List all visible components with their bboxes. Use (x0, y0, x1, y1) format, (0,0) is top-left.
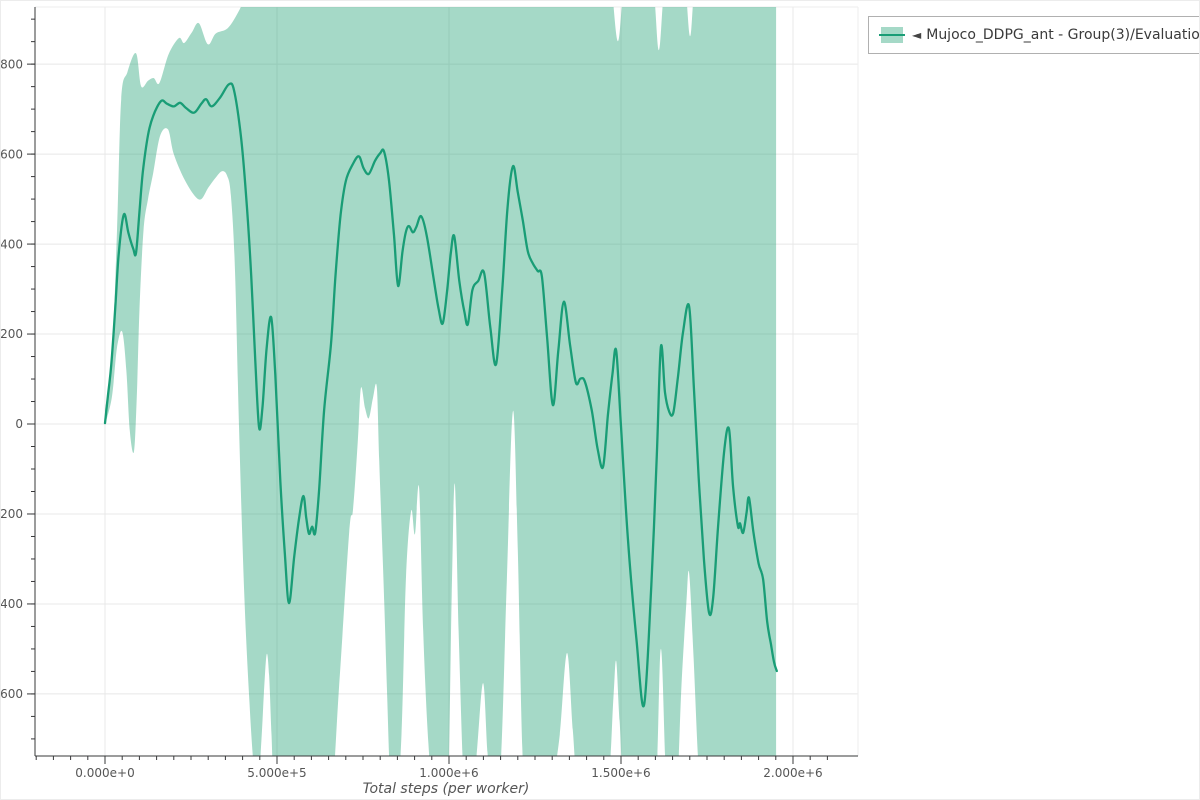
series-evaluation-reward (103, 7, 778, 756)
legend-collapse-arrow-icon: ◄ (912, 28, 922, 42)
x-axis-title: Total steps (per worker) (362, 781, 530, 797)
y-tick-label: -200 (1, 507, 23, 521)
y-tick-label: -600 (1, 687, 23, 701)
legend-line-swatch (879, 33, 905, 37)
legend-swatch-icon (879, 27, 905, 43)
y-tick-label: 0 (15, 417, 23, 431)
x-tick-label: 2.000e+6 (763, 766, 822, 780)
axes (27, 7, 858, 764)
x-tick-label: 5.000e+5 (247, 766, 306, 780)
mean-line (103, 82, 778, 708)
x-tick-label: 1.500e+6 (591, 766, 650, 780)
gridlines (35, 7, 858, 756)
x-tick-label: 1.000e+6 (419, 766, 478, 780)
tick-labels: 0.000e+0 5.000e+5 1.000e+6 1.500e+6 2.000e+6… (1, 57, 823, 779)
legend-label: Mujoco_DDPG_ant - Group(3)/Evaluation Re… (926, 27, 1200, 43)
confidence-band (105, 7, 777, 756)
y-tick-label: 200 (1, 327, 23, 341)
y-tick-label: 400 (1, 237, 23, 251)
y-tick-label: -400 (1, 597, 23, 611)
legend: ◄ Mujoco_DDPG_ant - Group(3)/Evaluation … (868, 16, 1200, 54)
y-tick-label: 600 (1, 147, 23, 161)
x-tick-label: 0.000e+0 (75, 766, 134, 780)
y-tick-label: 800 (1, 57, 23, 71)
legend-item-evaluation-reward[interactable]: ◄ Mujoco_DDPG_ant - Group(3)/Evaluation … (879, 27, 1200, 43)
